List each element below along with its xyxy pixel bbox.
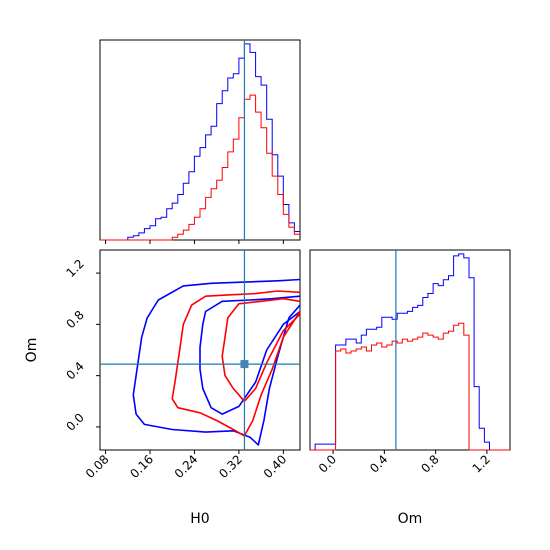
x-axis-label-om: Om [398,511,423,527]
h0-om-contours [100,250,300,450]
om-histogram [310,250,510,451]
contour-ytick-label-0: 0.0 [63,410,86,433]
om-hist-series-0-step [310,253,510,451]
contour-series-0-inner [199,295,300,415]
y-axis-label-om: Om [24,338,40,363]
x-axis-label-h0: H0 [190,511,209,527]
contour-group [132,278,300,446]
contour-series-0-outer [132,278,300,446]
contour-ytick-label-1: 0.4 [63,359,86,382]
h0-hist-series-0-step [100,43,300,241]
contour-xtick-label-3: 0.32 [216,452,245,481]
contour-xtick-label-2: 0.24 [172,452,201,481]
contour-series-1-inner [221,297,300,403]
contour-series-1-outer [171,290,300,437]
om-marginal-frame [309,249,511,451]
contour-xtick-label-1: 0.16 [127,452,156,481]
om-hist-series-1-step [310,322,510,451]
om-hist-xtick-label-2: 0.8 [418,452,441,475]
contour-ytick-label-2: 0.8 [63,308,86,331]
contour-xtick-label-4: 0.40 [261,452,290,481]
om-hist-xtick-label-1: 0.4 [367,452,390,475]
contour-ytick-label-3: 1.2 [63,257,86,280]
contour-truth-marker [240,360,249,369]
om-hist-xtick-label-3: 1.2 [470,452,493,475]
contour-frame [99,249,301,451]
h0-hist-series-1-step [100,94,300,241]
h0-marginal-frame [99,39,301,241]
om-hist-xtick-label-0: 0.0 [316,452,339,475]
h0-histogram [100,40,300,241]
axis-ticks: 0.08 0.16 0.24 0.32 0.40 0.0 0.4 0.8 1.2 0.0 0.4 0.… [63,240,493,481]
contour-xtick-label-0: 0.08 [83,452,112,481]
